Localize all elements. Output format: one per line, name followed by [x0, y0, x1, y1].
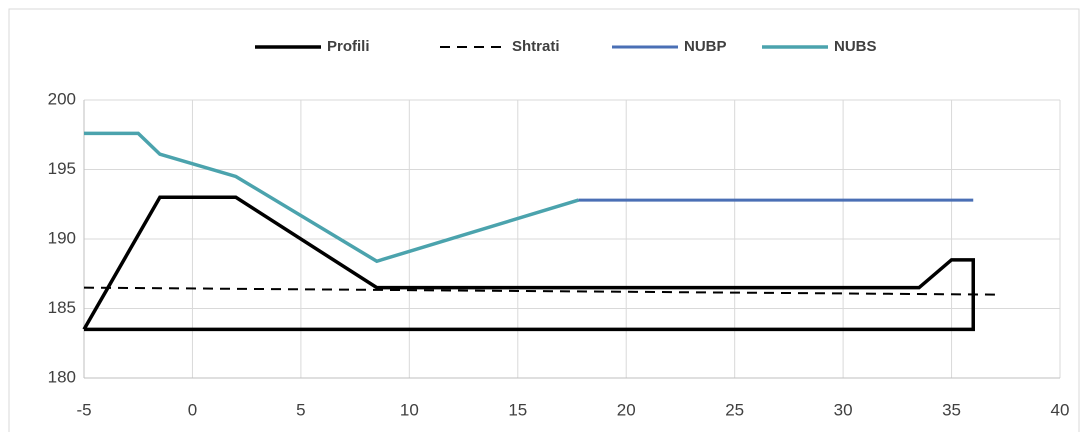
x-tick-label: 0 [188, 400, 197, 419]
x-tick-label: 20 [617, 400, 636, 419]
x-tick-label: -5 [76, 400, 91, 419]
x-tick-label: 25 [725, 400, 744, 419]
x-tick-label: 15 [508, 400, 527, 419]
chart-border [8, 8, 1080, 437]
legend-label: NUBP [684, 38, 727, 55]
x-tick-label: 35 [942, 400, 961, 419]
line-series [82, 195, 975, 332]
y-tick-label: 200 [48, 89, 76, 108]
legend: Profili Shtrati NUBP NUBS [255, 38, 877, 55]
x-tick-label: 30 [834, 400, 853, 419]
x-tick-label: 5 [296, 400, 305, 419]
line-series [84, 131, 580, 264]
y-tick-label: 185 [48, 298, 76, 317]
y-tick-label: 195 [48, 159, 76, 178]
legend-label: NUBS [834, 38, 877, 55]
x-tick-label: 10 [400, 400, 419, 419]
x-tick-label: 40 [1051, 400, 1070, 419]
legend-label: Profili [327, 38, 370, 55]
y-tick-label: 180 [48, 367, 76, 386]
y-tick-label: 190 [48, 228, 76, 247]
legend-label: Shtrati [512, 38, 560, 55]
